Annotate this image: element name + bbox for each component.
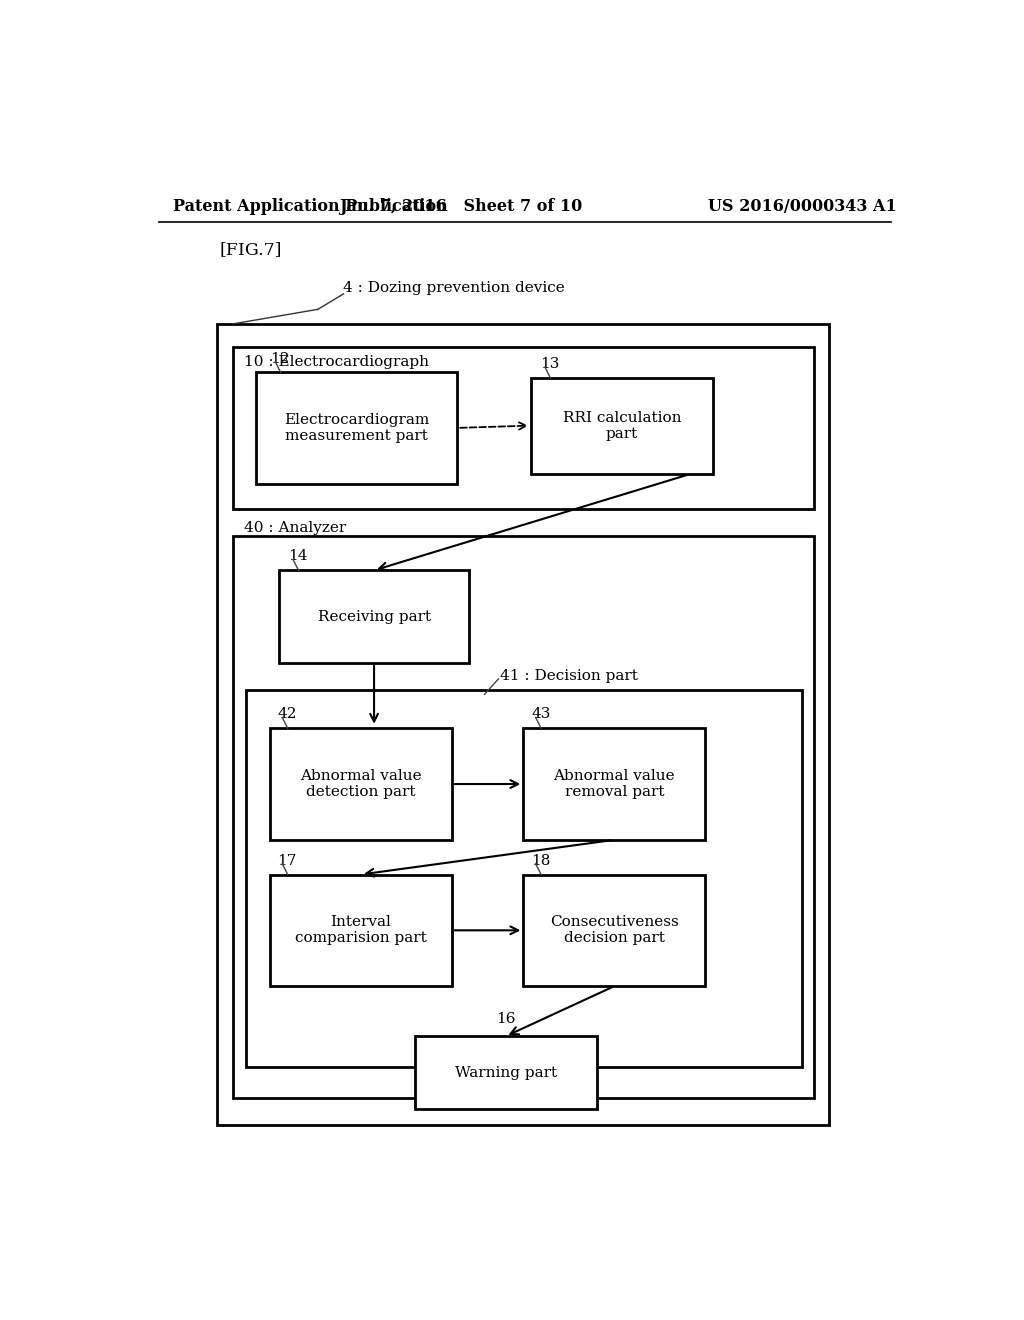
Text: 18: 18 [531,854,550,867]
Text: Abnormal value
detection part: Abnormal value detection part [300,770,422,799]
Bar [232,536,814,1098]
Text: RRI calculation
part: RRI calculation part [563,411,681,441]
Bar [217,323,829,1125]
Text: 12: 12 [270,351,290,366]
Bar [523,729,706,840]
Bar [246,689,802,1067]
Text: 14: 14 [289,549,308,564]
Text: [FIG.7]: [FIG.7] [219,240,282,257]
Bar [270,729,452,840]
Text: US 2016/0000343 A1: US 2016/0000343 A1 [708,198,897,215]
Text: 16: 16 [496,1012,515,1026]
Bar [415,1036,597,1109]
Text: Electrocardiogram
measurement part: Electrocardiogram measurement part [284,413,429,444]
Text: 40 : Analyzer: 40 : Analyzer [245,521,346,535]
Bar [256,372,458,484]
Text: Jan. 7, 2016   Sheet 7 of 10: Jan. 7, 2016 Sheet 7 of 10 [340,198,583,215]
Text: Interval
comparision part: Interval comparision part [295,915,427,945]
Text: 13: 13 [541,356,560,371]
Text: Abnormal value
removal part: Abnormal value removal part [554,770,675,799]
Text: 4 : Dozing prevention device: 4 : Dozing prevention device [343,281,565,294]
Bar [523,875,706,986]
Text: Patent Application Publication: Patent Application Publication [173,198,447,215]
Bar [232,347,814,508]
Text: 42: 42 [278,708,297,721]
Text: 41 : Decision part: 41 : Decision part [500,669,638,682]
Text: 17: 17 [278,854,297,867]
Bar [280,570,469,663]
Text: Warning part: Warning part [455,1065,557,1080]
Bar [270,875,452,986]
Text: 43: 43 [531,708,550,721]
Text: Receiving part: Receiving part [317,610,431,623]
Text: Consecutiveness
decision part: Consecutiveness decision part [550,915,679,945]
Bar [531,378,713,474]
Text: 10 : Electrocardiograph: 10 : Electrocardiograph [245,355,429,370]
